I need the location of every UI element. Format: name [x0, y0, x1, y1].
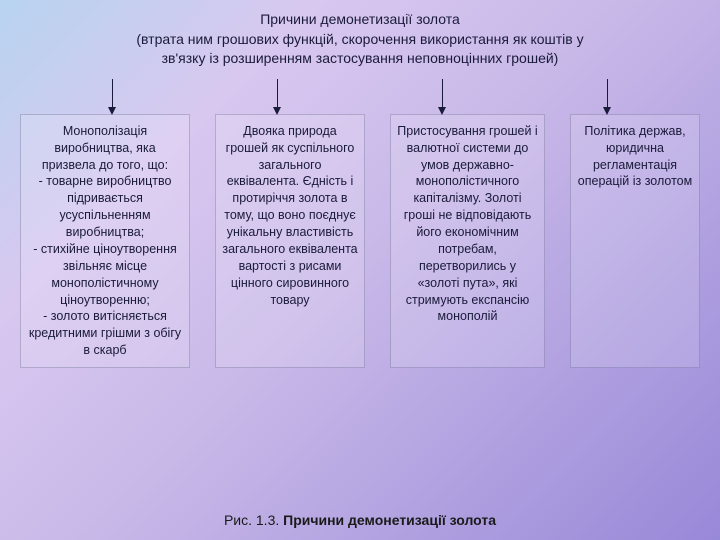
arrow-icon: [112, 79, 113, 109]
arrow-icon: [442, 79, 443, 109]
arrow-icon: [607, 79, 608, 109]
reason-column-3: Пристосування грошей і валютної системи …: [390, 114, 545, 368]
header-line3: зв'язку із розширенням застосування непо…: [40, 49, 680, 69]
reason-column-1: Монополізація виробництва, яка призвела …: [20, 114, 190, 368]
header-line1: Причини демонетизації золота: [40, 10, 680, 30]
header-line2: (втрата ним грошових функцій, скорочення…: [40, 30, 680, 50]
diagram-header: Причини демонетизації золота (втрата ним…: [0, 0, 720, 74]
reason-column-2: Двояка природа грошей як суспільного заг…: [215, 114, 365, 368]
figure-caption: Рис. 1.3. Причини демонетизації золота: [0, 512, 720, 528]
columns-container: Монополізація виробництва, яка призвела …: [0, 114, 720, 368]
caption-title: Причини демонетизації золота: [283, 512, 496, 528]
reason-column-4: Політика держав, юридична регламентація …: [570, 114, 700, 368]
arrows-row: [0, 74, 720, 114]
arrow-icon: [277, 79, 278, 109]
caption-prefix: Рис. 1.3.: [224, 512, 283, 528]
